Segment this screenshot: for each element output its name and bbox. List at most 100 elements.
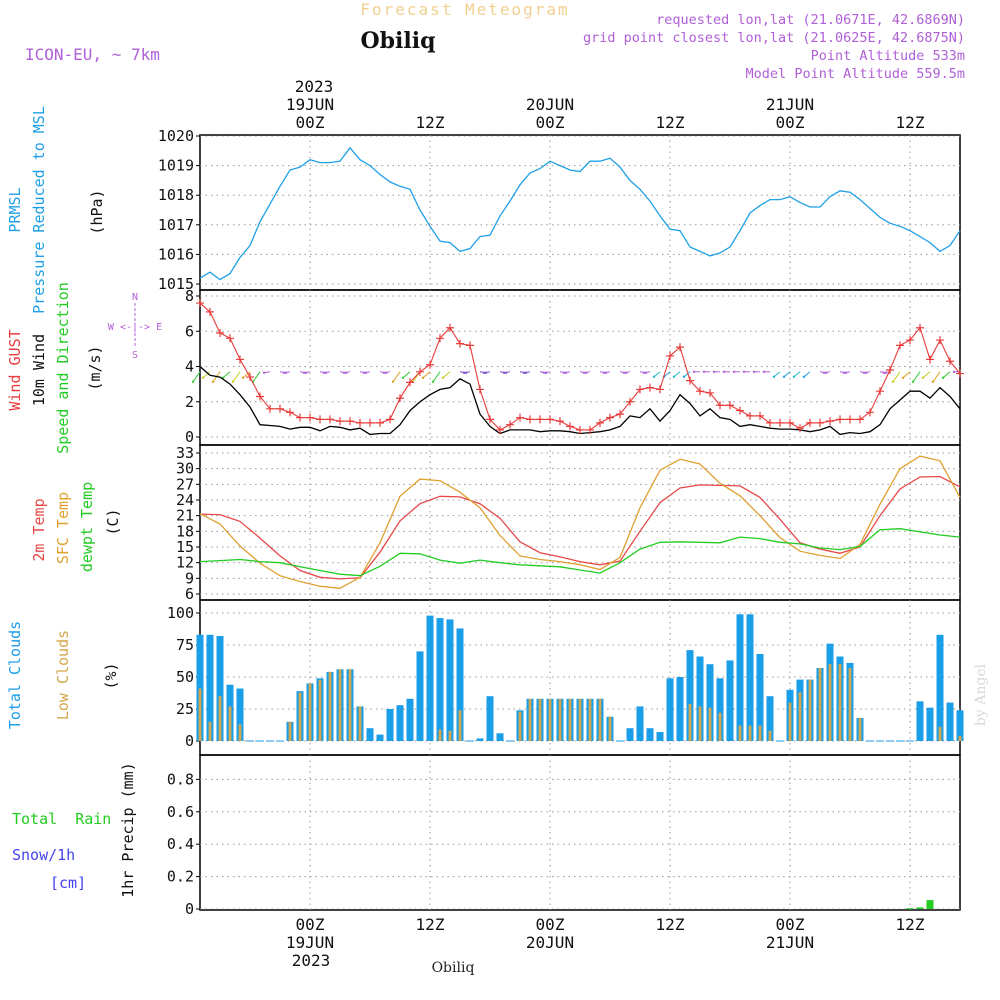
wind-dir-arrow <box>783 371 791 378</box>
wind-dir-arrow <box>422 371 431 379</box>
low-cloud-bar <box>518 711 522 741</box>
gust-point <box>526 415 534 424</box>
wind-dir-head <box>231 380 235 383</box>
dewpt-label: dewpt Temp <box>78 482 96 572</box>
gust-point <box>686 376 694 385</box>
wind-dir-head <box>542 371 546 374</box>
y-tick-label: 100 <box>167 604 194 622</box>
compass-s: S <box>132 350 138 361</box>
low-cloud-bar <box>768 730 772 741</box>
y-tick-label: 2 <box>185 393 194 411</box>
top-hour-label: 00Z <box>776 113 805 132</box>
total-cloud-bar <box>646 728 654 741</box>
wind-dir-head <box>882 371 886 374</box>
wind-dir-head <box>302 371 306 374</box>
wind-dir-head <box>462 371 466 374</box>
bottom-hour-label: 12Z <box>416 915 445 934</box>
gust-point <box>806 418 814 427</box>
sfc-label: SFC Temp <box>54 492 72 564</box>
total-cloud-bar <box>376 734 384 741</box>
wind10m-label: 10m Wind <box>30 334 48 406</box>
wind-dir-head <box>441 376 445 379</box>
wind-unit: (m/s) <box>86 345 104 390</box>
panel-clouds: 0 25 50 75 100 <box>167 599 964 756</box>
wind-dir-head <box>562 371 566 374</box>
wind-dir-arrow <box>932 371 941 383</box>
temp-panel-labels: 2m Temp SFC Temp dewpt Temp (C) <box>30 482 122 572</box>
gust-point <box>246 373 254 382</box>
top-hour-label: 00Z <box>296 113 325 132</box>
wind-dir-head <box>782 375 786 378</box>
gust-point <box>616 410 624 419</box>
panel-pressure: 1015 1016 1017 1018 1019 1020 <box>158 127 961 293</box>
wind-dir-head <box>702 370 706 373</box>
y-tick-label: 1020 <box>158 127 194 145</box>
gust-point <box>716 401 724 410</box>
low-cloud-bar <box>588 698 592 741</box>
total-cloud-bar <box>726 660 734 741</box>
low-cloud-bar <box>938 726 942 741</box>
total-cloud-bar <box>436 618 444 741</box>
total-cloud-bar <box>956 710 964 741</box>
total-cloud-bar <box>946 702 954 741</box>
low-cloud-bar <box>748 725 752 741</box>
gust-point <box>206 307 214 316</box>
gust-point <box>776 418 784 427</box>
gust-point <box>726 401 734 410</box>
gust-point <box>536 415 544 424</box>
gust-point <box>736 406 744 415</box>
panel-frame <box>199 134 961 291</box>
gust-point <box>346 417 354 426</box>
wind-dir-arrow <box>673 371 681 378</box>
gust-point <box>786 418 794 427</box>
low-cloud-bar <box>788 702 792 741</box>
total-cloud-bar <box>766 696 774 741</box>
gust-point <box>476 385 484 394</box>
gust-point <box>766 418 774 427</box>
wind-dir-arrow <box>402 371 411 379</box>
top-hour-label: 12Z <box>416 113 445 132</box>
wind-dir-head <box>732 370 736 373</box>
y-tick-label: 50 <box>176 668 194 686</box>
gust-point <box>496 425 504 434</box>
gust-point <box>936 336 944 345</box>
low-cloud-bar <box>548 698 552 741</box>
bottom-hour-label: 00Z <box>776 915 805 934</box>
wind-dir-arrow <box>793 371 801 378</box>
wind-dir-head <box>201 376 205 379</box>
wind-dir-arrow <box>902 371 911 379</box>
low-cloud-bar <box>848 668 852 741</box>
gust-point <box>426 360 434 369</box>
gust-point <box>576 425 584 434</box>
gust-point <box>586 425 594 434</box>
compass-n: N <box>132 292 138 303</box>
low-cloud-bar <box>298 692 302 741</box>
wind-dir-head <box>322 371 326 374</box>
gust-point <box>656 385 664 394</box>
gust-point <box>606 413 614 422</box>
low-cloud-bar <box>528 698 532 741</box>
wind-dir-arrow <box>392 371 401 383</box>
wind10m-line <box>199 366 961 436</box>
t2m-label: 2m Temp <box>30 498 48 561</box>
y-tick-label: 0 <box>185 428 194 446</box>
y-tick-label: 12 <box>176 554 194 572</box>
gust-point <box>316 415 324 424</box>
wind-dir-head <box>941 376 945 379</box>
wind-dir-head <box>431 380 435 383</box>
bottom-hour-label: 00Z <box>536 915 565 934</box>
wind-dir-head <box>842 371 846 374</box>
low-cloud-bar <box>348 669 352 741</box>
low-cloud-bar <box>558 698 562 741</box>
total-cloud-bar <box>756 654 764 741</box>
total-cloud-bar <box>496 733 504 741</box>
low-cloud-bar <box>238 724 242 741</box>
gust-point <box>286 408 294 417</box>
gust-point <box>796 424 804 433</box>
wind-dir-head <box>382 371 386 374</box>
wind-dir-arrow <box>892 371 901 383</box>
low-cloud-bar <box>218 696 222 741</box>
bottom-hour-label: 00Z <box>296 915 325 934</box>
wind-dir-head <box>211 380 215 383</box>
